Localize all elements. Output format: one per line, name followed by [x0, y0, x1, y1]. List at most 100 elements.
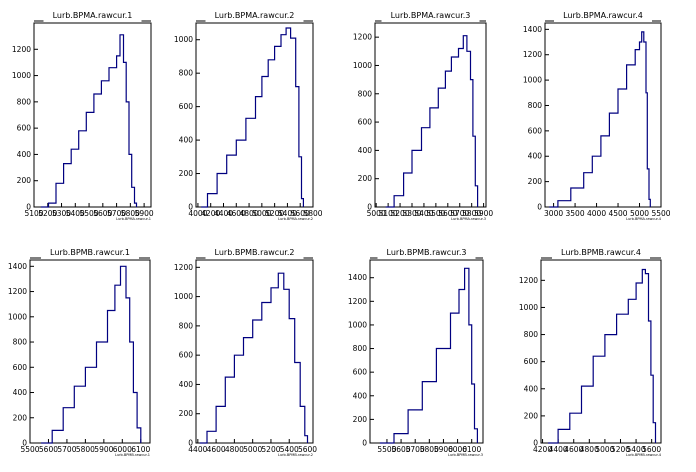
y-tick-label: 1200	[12, 45, 31, 54]
x-tick-label: 5800	[462, 209, 481, 218]
x-axis-title: Lurb.BPMB.rawcur.1	[115, 453, 150, 457]
x-tick-label: 4800	[225, 445, 244, 454]
histogram-series-line	[40, 34, 138, 208]
y-tick-label: 800	[17, 97, 32, 106]
x-tick-label: 5400	[278, 209, 297, 218]
x-tick-label: 5300	[52, 209, 71, 218]
plot-frame	[195, 22, 314, 208]
x-tick-label: 5700	[406, 445, 425, 454]
chart-title: Lurb.BPMA.rawcur.3	[391, 11, 471, 20]
x-tick-label: 5900	[94, 445, 113, 454]
y-tick-label: 400	[353, 391, 368, 400]
x-tick-label: 5600	[39, 445, 58, 454]
x-tick-label: 5400	[414, 209, 433, 218]
y-tick-label: 200	[179, 169, 194, 178]
x-tick-label: 4000	[587, 209, 606, 218]
chart-title: Lurb.BPMB.rawcur.2	[215, 248, 295, 257]
plot-frame	[540, 259, 662, 444]
x-axis-title: Lurb.BPMB.rawcur.4	[626, 453, 662, 457]
x-tick-label: 5500	[651, 209, 670, 218]
chart-title: Lurb.BPMA.rawcur.1	[53, 11, 133, 20]
x-tick-label: 5600	[642, 445, 661, 454]
y-tick-label: 800	[524, 330, 539, 339]
x-tick-label: 5100	[24, 209, 43, 218]
y-tick-label: 1000	[348, 320, 367, 329]
y-tick-label: 200	[13, 413, 28, 422]
x-tick-label: 4400	[188, 445, 207, 454]
x-tick-label: 6000	[448, 445, 467, 454]
x-tick-label: 4600	[564, 445, 583, 454]
histogram-series-line	[379, 267, 478, 444]
y-tick-label: 400	[524, 384, 539, 393]
x-tick-label: 4400	[549, 445, 568, 454]
x-tick-label: 5500	[426, 209, 445, 218]
title-box	[43, 9, 142, 21]
y-tick-label: 1000	[12, 71, 31, 80]
x-axis-title: Lurb.BPMB.rawcur.3	[448, 453, 483, 457]
y-tick-label: 800	[179, 321, 194, 330]
y-tick-label: 0	[188, 439, 193, 448]
title-box	[554, 9, 652, 21]
y-tick-label: 1200	[348, 297, 367, 306]
histogram-series-line	[548, 268, 657, 444]
y-tick-label: 1200	[8, 287, 27, 296]
plot-frame	[369, 259, 484, 444]
x-tick-label: 5700	[107, 209, 126, 218]
histogram-panel: Lurb.BPMA.rawcur.4 0 200 400 600 800 1000 1200 1…	[523, 9, 671, 221]
x-tick-label: 5900	[135, 209, 154, 218]
y-tick-label: 400	[528, 152, 543, 161]
x-tick-label: 6100	[131, 445, 150, 454]
x-tick-label: 5900	[474, 209, 493, 218]
x-tick-label: 5300	[402, 209, 421, 218]
x-tick-label: 5200	[611, 445, 630, 454]
histogram-series-line	[201, 27, 304, 208]
y-tick-label: 400	[358, 146, 373, 155]
histogram-series-line	[41, 265, 142, 444]
y-tick-label: 400	[179, 136, 194, 145]
y-tick-label: 800	[528, 101, 543, 110]
y-tick-label: 0	[26, 203, 31, 212]
y-tick-label: 600	[179, 102, 194, 111]
x-tick-label: 4600	[207, 445, 226, 454]
y-tick-label: 200	[524, 411, 539, 420]
x-tick-label: 4200	[201, 209, 220, 218]
x-tick-label: 5200	[261, 445, 280, 454]
histogram-panel: Lurb.BPMB.rawcur.3 0 200 400 600 800 1000 1200 1…	[348, 246, 484, 457]
x-tick-label: 5100	[379, 209, 398, 218]
histogram-panel: Lurb.BPMB.rawcur.1 0 200 400 600 800 1000 1200 1…	[8, 246, 151, 457]
y-tick-label: 800	[13, 338, 28, 347]
chart-title: Lurb.BPMB.rawcur.1	[50, 248, 130, 257]
x-tick-label: 5200	[38, 209, 57, 218]
x-tick-label: 4200	[533, 445, 552, 454]
y-tick-label: 1000	[353, 61, 372, 70]
x-tick-label: 5200	[265, 209, 284, 218]
x-tick-label: 5700	[450, 209, 469, 218]
plot-frame	[29, 259, 151, 444]
x-tick-label: 5800	[303, 209, 322, 218]
title-box	[552, 246, 650, 258]
title-box	[205, 246, 304, 258]
y-tick-label: 0	[533, 439, 538, 448]
x-axis-title: Lurb.BPMA.rawcur.4	[626, 217, 662, 221]
x-tick-label: 5600	[93, 209, 112, 218]
x-tick-label: 5000	[252, 209, 271, 218]
x-tick-label: 5400	[627, 445, 646, 454]
y-tick-label: 200	[528, 177, 543, 186]
x-axis-title: Lurb.BPMA.rawcur.2	[278, 217, 313, 221]
histogram-series-line	[385, 35, 479, 208]
y-tick-label: 800	[179, 69, 194, 78]
histogram-panel: Lurb.BPMA.rawcur.20200400600800100040004…	[174, 9, 323, 221]
y-tick-label: 1200	[523, 50, 542, 59]
x-tick-label: 3500	[566, 209, 585, 218]
y-tick-label: 1000	[174, 35, 193, 44]
y-tick-label: 800	[358, 89, 373, 98]
y-tick-label: 1200	[353, 33, 372, 42]
y-tick-label: 200	[353, 415, 368, 424]
x-tick-label: 5000	[367, 209, 386, 218]
y-tick-label: 600	[179, 351, 194, 360]
x-tick-label: 4800	[240, 209, 259, 218]
y-tick-label: 400	[17, 150, 32, 159]
histogram-panel: Lurb.BPMA.rawcur.1 0 200 400 600 800 1000 1200 5…	[12, 9, 154, 221]
y-tick-label: 200	[179, 409, 194, 418]
title-box	[41, 246, 139, 258]
